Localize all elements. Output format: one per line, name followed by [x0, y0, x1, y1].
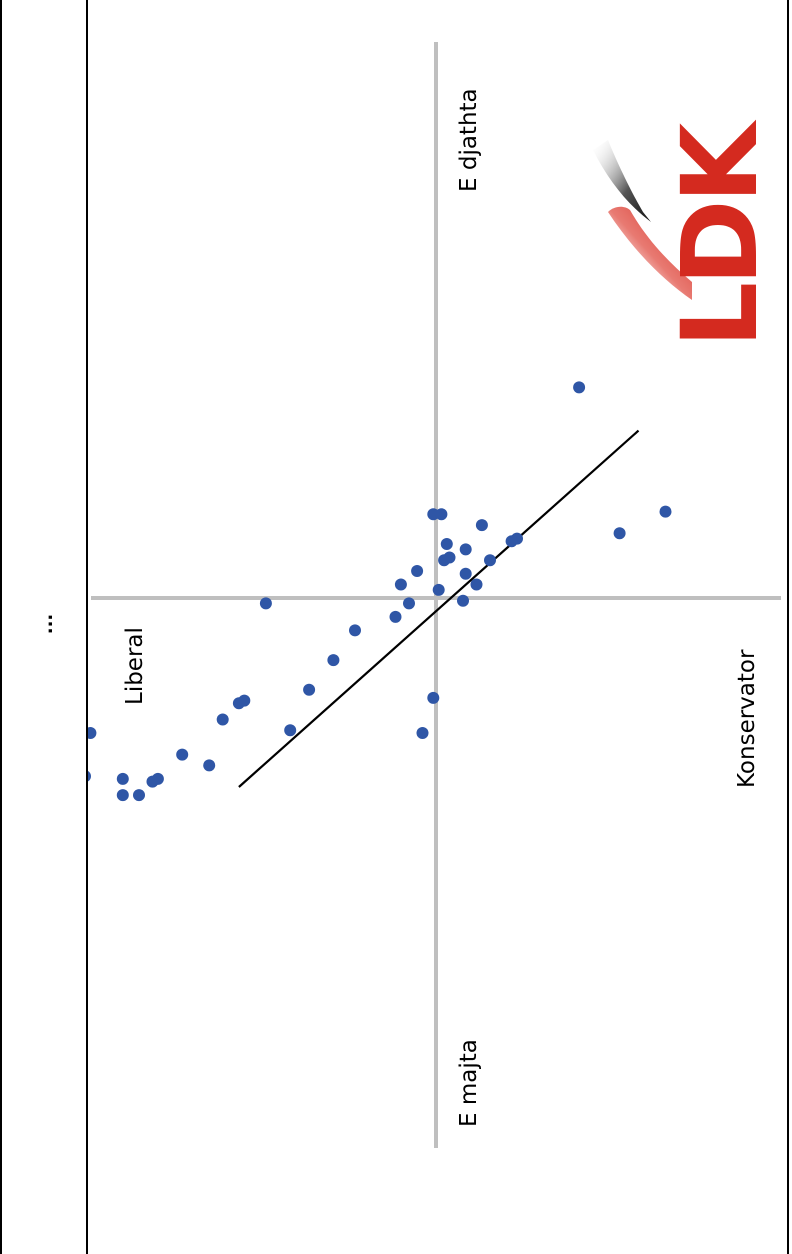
scatter-point	[303, 683, 316, 696]
scatter-point	[416, 727, 429, 739]
scatter-point	[475, 519, 488, 532]
scatter-point	[284, 724, 297, 737]
scatter-point	[176, 748, 189, 761]
scatter-point	[484, 554, 496, 567]
political-compass-chart: Liberal Konservator E djathta E majta LD…	[88, 42, 781, 1148]
scatter-point	[349, 624, 361, 637]
scatter-point	[505, 535, 518, 548]
scatter-point	[427, 691, 440, 704]
scatter-point	[438, 554, 451, 567]
scatter-point	[459, 543, 472, 556]
table-column-divider	[86, 0, 88, 1254]
scatter-point	[411, 565, 424, 577]
scatter-point	[403, 597, 415, 610]
scatter-point	[203, 759, 216, 772]
scatter-point	[116, 789, 129, 802]
scatter-point	[459, 567, 472, 580]
axis-label-liberal: Liberal	[122, 627, 148, 705]
more-options-icon[interactable]: ...	[35, 613, 57, 635]
axis-label-konservator: Konservator	[734, 649, 760, 788]
trend-line	[238, 429, 640, 788]
scatter-point	[389, 610, 402, 623]
logo-swoosh-dark-icon	[593, 140, 651, 222]
logo-swoosh-red-icon	[608, 206, 692, 300]
logo-text: LDK	[659, 119, 781, 348]
scatter-point	[427, 508, 440, 521]
scatter-point	[232, 697, 245, 710]
scatter-point	[88, 771, 91, 782]
scatter-point	[470, 578, 483, 591]
scatter-point	[146, 775, 159, 788]
scatter-point	[216, 713, 229, 726]
scatter-point	[659, 505, 672, 518]
scatter-point	[573, 381, 586, 394]
scatter-points	[88, 381, 672, 802]
table-border-right	[787, 0, 789, 1254]
scatter-point	[327, 654, 340, 667]
scatter-point	[133, 789, 145, 802]
scatter-point	[116, 772, 129, 785]
scatter-point	[259, 597, 272, 610]
scatter-point	[440, 538, 453, 550]
scatter-point	[88, 727, 97, 739]
scatter-point	[457, 594, 469, 607]
scatter-point	[613, 527, 626, 540]
scatter-point	[394, 578, 407, 591]
table-border-left	[0, 0, 2, 1254]
ldk-logo: LDK	[593, 119, 781, 348]
axis-label-e-djathta: E djathta	[456, 88, 482, 192]
axis-label-e-majta: E majta	[456, 1039, 482, 1127]
scatter-point	[432, 583, 445, 596]
